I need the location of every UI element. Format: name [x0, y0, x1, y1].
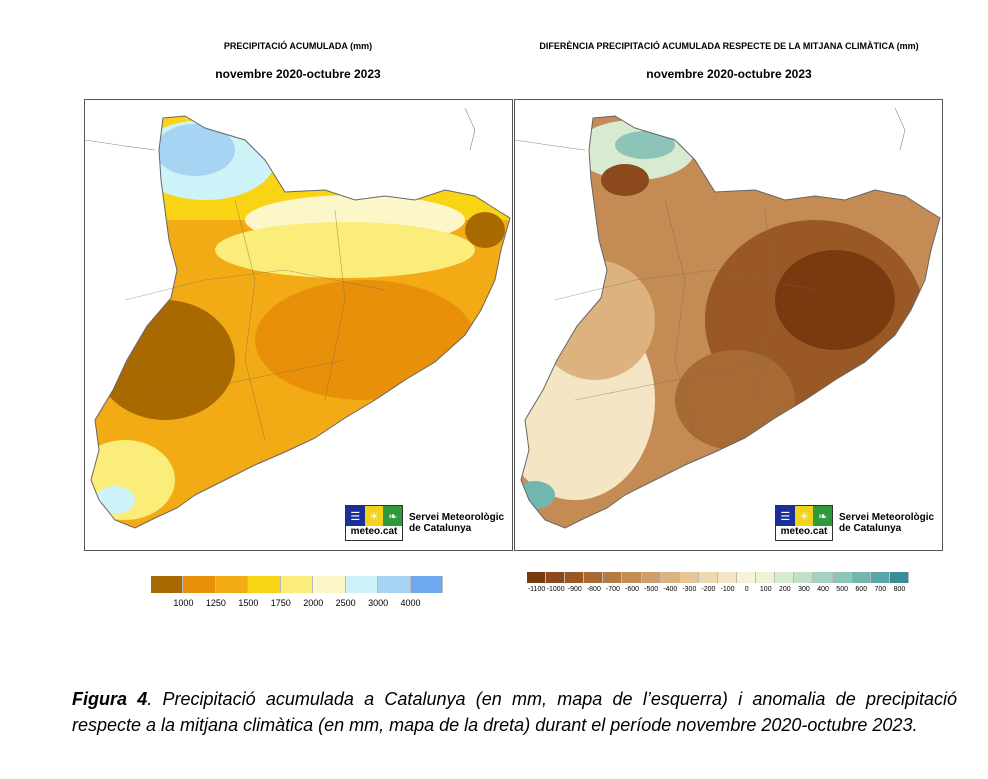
- left-color-scale: [151, 576, 443, 593]
- right-scale-label: -100: [720, 586, 735, 593]
- right-scale-labels: -1100 -1000 -900 -800 -700 -600 -500 -400 -300 -2…: [527, 586, 909, 596]
- left-map-title: PRECIPITACIÓ ACUMULADA (mm): [223, 41, 373, 51]
- left-scale-swatch: [345, 576, 379, 593]
- right-scale-label: -1000: [546, 586, 565, 593]
- right-scale-swatch: [813, 572, 833, 583]
- right-color-scale: [527, 572, 909, 583]
- left-precipitation-map: ☰ ☀ ❧ meteo.cat Servei Meteorològic de C…: [84, 99, 513, 551]
- logo-text: meteo.cat: [350, 526, 398, 537]
- right-scale-swatch: [622, 572, 642, 583]
- left-scale-swatch: [183, 576, 216, 593]
- right-scale-label: 600: [855, 586, 868, 593]
- left-scale-label: 3000: [368, 598, 389, 608]
- right-scale-swatch: [565, 572, 585, 583]
- left-scale-swatch: [151, 576, 184, 593]
- right-scale-swatch: [737, 572, 757, 583]
- right-scale-swatch: [794, 572, 814, 583]
- right-scale-label: -400: [663, 586, 678, 593]
- right-scale-label: -600: [625, 586, 640, 593]
- left-meteocat-logo: ☰ ☀ ❧ meteo.cat Servei Meteorològic de C…: [345, 505, 504, 541]
- left-scale-swatch: [280, 576, 314, 593]
- sun-icon: ☀: [364, 506, 384, 526]
- left-scale-swatch: [248, 576, 281, 593]
- right-anomaly-map: ☰ ☀ ❧ meteo.cat Servei Meteorològic de C…: [514, 99, 943, 551]
- left-scale-labels: 1000 1250 1500 1750 2000 2500 3000 4000: [151, 598, 443, 610]
- right-map-subtitle: novembre 2020-octubre 2023: [646, 67, 812, 81]
- right-scale-swatch: [832, 572, 852, 583]
- right-scale-swatch: [584, 572, 604, 583]
- org-name-line1: Servei Meteorològic: [839, 512, 935, 523]
- right-scale-swatch: [775, 572, 795, 583]
- leaf-icon: ❧: [813, 506, 833, 526]
- right-meteocat-logo: ☰ ☀ ❧ meteo.cat Servei Meteorològic de C…: [775, 505, 934, 541]
- org-name-line1: Servei Meteorològic: [409, 512, 505, 523]
- left-scale-swatch: [215, 576, 249, 593]
- right-scale-label: 0: [744, 586, 749, 593]
- waves-icon: ☰: [346, 506, 365, 526]
- right-scale-swatch: [870, 572, 890, 583]
- right-scale-swatch: [851, 572, 871, 583]
- right-scale-label: -500: [644, 586, 659, 593]
- right-scale-label: -700: [605, 586, 620, 593]
- right-scale-swatch: [679, 572, 699, 583]
- right-scale-swatch: [641, 572, 661, 583]
- right-scale-label: 200: [779, 586, 791, 593]
- left-scale-label: 1750: [270, 598, 291, 608]
- left-scale-label: 1250: [205, 598, 226, 608]
- right-scale-label: -300: [682, 586, 697, 593]
- figure-caption: Figura 4. Precipitació acumulada a Catal…: [72, 686, 957, 738]
- left-map-subtitle: novembre 2020-octubre 2023: [215, 67, 381, 81]
- left-scale-label: 2000: [303, 598, 324, 608]
- waves-icon: ☰: [776, 506, 795, 526]
- right-scale-label: -900: [567, 586, 582, 593]
- caption-text: . Precipitació acumulada a Catalunya (en…: [72, 689, 958, 735]
- right-scale-label: 500: [836, 586, 848, 593]
- left-scale-swatch: [378, 576, 411, 593]
- sun-icon: ☀: [794, 506, 814, 526]
- left-scale-label: 4000: [400, 598, 421, 608]
- left-scale-swatch: [313, 576, 346, 593]
- right-scale-swatch: [717, 572, 738, 583]
- right-scale-swatch: [527, 572, 547, 583]
- right-scale-swatch: [546, 572, 566, 583]
- right-scale-label: 800: [893, 586, 906, 593]
- right-scale-swatch: [756, 572, 776, 583]
- org-name-line2: de Catalunya: [409, 523, 472, 534]
- right-scale-swatch: [603, 572, 623, 583]
- right-scale-swatch: [698, 572, 718, 583]
- right-scale-label: -800: [586, 586, 601, 593]
- right-scale-swatch: [660, 572, 680, 583]
- right-scale-label: -1100: [527, 586, 546, 593]
- right-scale-label: 300: [798, 586, 810, 593]
- right-scale-label: 100: [759, 586, 772, 593]
- right-map-title: DIFERÈNCIA PRECIPITACIÓ ACUMULADA RESPEC…: [539, 41, 919, 51]
- leaf-icon: ❧: [383, 506, 403, 526]
- right-scale-label: -200: [701, 586, 716, 593]
- right-scale-swatch: [889, 572, 909, 583]
- left-scale-label: 2500: [335, 598, 356, 608]
- right-scale-label: 400: [817, 586, 829, 593]
- right-scale-label: 700: [874, 586, 887, 593]
- logo-text: meteo.cat: [780, 526, 828, 537]
- left-scale-label: 1000: [173, 598, 194, 608]
- org-name-line2: de Catalunya: [839, 523, 902, 534]
- left-scale-swatch: [410, 576, 443, 593]
- caption-label: Figura 4: [72, 689, 148, 709]
- left-scale-label: 1500: [238, 598, 259, 608]
